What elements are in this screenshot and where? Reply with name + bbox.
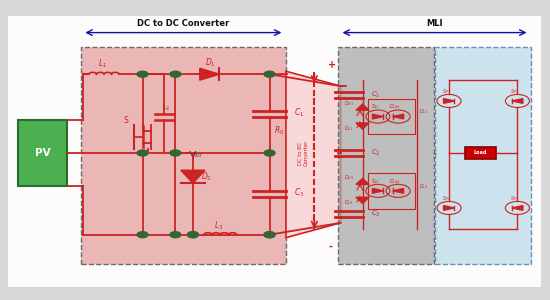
FancyBboxPatch shape [18, 120, 67, 186]
Circle shape [137, 150, 148, 156]
Circle shape [170, 232, 181, 238]
Text: DC to BC
Converter: DC to BC Converter [298, 140, 309, 166]
Circle shape [188, 232, 199, 238]
Text: $S_{L1}$: $S_{L1}$ [371, 103, 380, 111]
Text: $D_2$: $D_2$ [201, 171, 212, 183]
Text: $S_{P2}$: $S_{P2}$ [510, 87, 519, 96]
Polygon shape [181, 170, 205, 183]
FancyBboxPatch shape [436, 47, 531, 264]
Polygon shape [393, 188, 404, 193]
Text: $D_{L1}$: $D_{L1}$ [344, 124, 354, 133]
Text: $D_1$: $D_1$ [205, 57, 216, 69]
FancyBboxPatch shape [465, 147, 496, 159]
FancyBboxPatch shape [8, 16, 542, 287]
Text: $C_1$: $C_1$ [371, 89, 380, 100]
Text: -: - [328, 242, 332, 252]
Polygon shape [356, 197, 369, 203]
Circle shape [137, 232, 148, 238]
Text: $L_1$: $L_1$ [98, 58, 107, 70]
Circle shape [188, 232, 199, 238]
Text: $S_{P1}$: $S_{P1}$ [442, 87, 451, 96]
Text: +: + [328, 60, 336, 70]
Polygon shape [356, 123, 369, 129]
Circle shape [264, 232, 275, 238]
Circle shape [264, 71, 275, 77]
Circle shape [264, 150, 275, 156]
Polygon shape [356, 178, 369, 184]
Circle shape [137, 71, 148, 77]
Polygon shape [512, 99, 523, 103]
Text: PV: PV [35, 148, 50, 158]
Text: $D_{H1}$: $D_{H1}$ [344, 99, 355, 108]
Text: $S_{L3}$: $S_{L3}$ [371, 177, 380, 186]
Polygon shape [372, 188, 383, 193]
Text: $D_{L1}$: $D_{L1}$ [419, 108, 428, 116]
Text: $L_3$: $L_3$ [214, 219, 223, 232]
Text: S: S [123, 116, 128, 125]
Text: $C_2$: $C_2$ [371, 148, 380, 158]
Polygon shape [200, 68, 219, 80]
Text: $C_3$: $C_3$ [294, 186, 305, 199]
Polygon shape [356, 104, 369, 110]
FancyBboxPatch shape [338, 47, 434, 264]
Polygon shape [443, 99, 454, 103]
Text: $S_{P4}$: $S_{P4}$ [442, 194, 451, 203]
Text: $S_{P3}$: $S_{P3}$ [510, 194, 519, 203]
Text: Load: Load [474, 151, 487, 155]
Polygon shape [372, 114, 383, 119]
Polygon shape [286, 71, 340, 238]
Text: $i_{D2}$: $i_{D2}$ [194, 152, 202, 160]
Text: $R_0$: $R_0$ [274, 124, 284, 137]
Text: $C_3$: $C_3$ [371, 208, 381, 219]
Text: $C_1$: $C_1$ [294, 106, 304, 118]
Text: $D_{L3}$: $D_{L3}$ [344, 198, 354, 207]
Polygon shape [393, 114, 404, 119]
Text: $D_{L3}$: $D_{L3}$ [419, 182, 428, 191]
Polygon shape [512, 206, 523, 210]
Polygon shape [443, 206, 454, 210]
FancyBboxPatch shape [81, 47, 286, 264]
Text: $L_2$: $L_2$ [162, 103, 170, 113]
Circle shape [264, 232, 275, 238]
Text: $D_{H3}$: $D_{H3}$ [344, 173, 355, 182]
Text: MLI: MLI [427, 19, 443, 28]
Circle shape [170, 150, 181, 156]
Circle shape [170, 71, 181, 77]
Text: $D_{L4d}$: $D_{L4d}$ [389, 177, 402, 186]
Text: $D_{L2d}$: $D_{L2d}$ [389, 103, 402, 111]
Text: DC to DC Converter: DC to DC Converter [137, 19, 229, 28]
